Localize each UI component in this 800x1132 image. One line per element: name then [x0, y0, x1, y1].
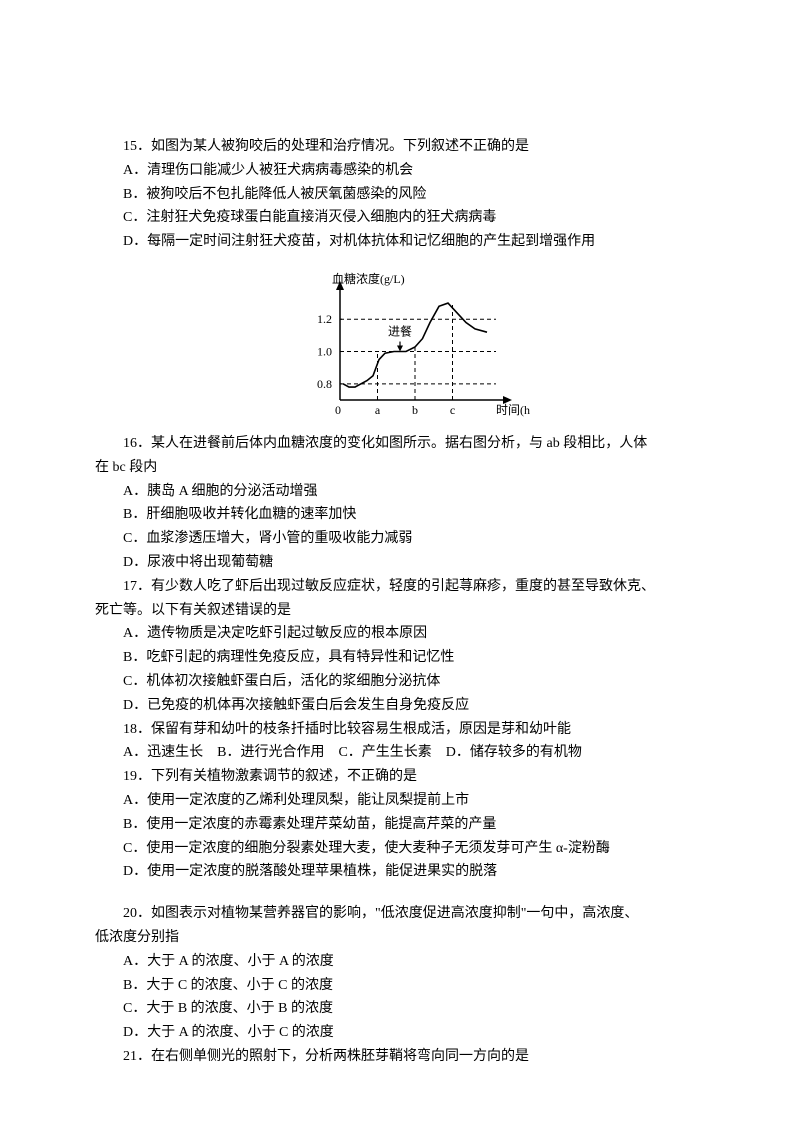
q15-stem: 15．如图为某人被狗咬后的处理和治疗情况。下列叙述不正确的是	[95, 135, 705, 159]
q20-stem-1: 20．如图表示对植物某营养器官的影响，"低浓度促进高浓度抑制"一句中，高浓度、	[95, 902, 705, 926]
q15-opt-c: C．注射狂犬免疫球蛋白能直接消灭侵入细胞内的狂犬病病毒	[95, 206, 705, 230]
q17-opt-d: D．已免疫的机体再次接触虾蛋白后会发生自身免疫反应	[95, 694, 705, 718]
q17-stem-2: 死亡等。以下有关叙述错误的是	[95, 599, 705, 623]
q20-opt-b: B．大于 C 的浓度、小于 C 的浓度	[95, 974, 705, 998]
svg-text:时间(h): 时间(h)	[496, 403, 530, 417]
q17-opt-b: B．吃虾引起的病理性免疫反应，具有特异性和记忆性	[95, 646, 705, 670]
q19-opt-a: A．使用一定浓度的乙烯利处理凤梨，能让凤梨提前上市	[95, 789, 705, 813]
q17-stem-1: 17．有少数人吃了虾后出现过敏反应症状，轻度的引起荨麻疹，重度的甚至导致休克、	[95, 575, 705, 599]
q15-opt-b: B．被狗咬后不包扎能降低人被厌氧菌感染的风险	[95, 183, 705, 207]
document-page: 15．如图为某人被狗咬后的处理和治疗情况。下列叙述不正确的是 A．清理伤口能减少…	[0, 0, 800, 1132]
q20-opt-c: C．大于 B 的浓度、小于 B 的浓度	[95, 997, 705, 1021]
q19-opt-d: D．使用一定浓度的脱落酸处理苹果植株，能促进果实的脱落	[95, 860, 705, 884]
q16-stem-2: 在 bc 段内	[95, 456, 705, 480]
q19-stem: 19．下列有关植物激素调节的叙述，不正确的是	[95, 765, 705, 789]
svg-text:b: b	[412, 403, 418, 417]
q18-opts: A．迅速生长 B．进行光合作用 C．产生生长素 D．储存较多的有机物	[95, 741, 705, 765]
q19-opt-c: C．使用一定浓度的细胞分裂素处理大麦，使大麦种子无须发芽可产生 α-淀粉酶	[95, 837, 705, 861]
chart-svg: 血糖浓度(g/L) 0.8 1.0 1.2 0 a b c 时间(h) 进餐	[270, 260, 530, 430]
svg-text:1.0: 1.0	[317, 345, 332, 359]
spacer	[95, 884, 705, 902]
q17-opt-a: A．遗传物质是决定吃虾引起过敏反应的根本原因	[95, 622, 705, 646]
q16-opt-a: A．胰岛 A 细胞的分泌活动增强	[95, 480, 705, 504]
q20-stem-2: 低浓度分别指	[95, 926, 705, 950]
svg-text:0: 0	[335, 403, 341, 417]
q17-opt-c: C．机体初次接触虾蛋白后，活化的浆细胞分泌抗体	[95, 670, 705, 694]
q20-opt-d: D．大于 A 的浓度、小于 C 的浓度	[95, 1021, 705, 1045]
svg-text:进餐: 进餐	[388, 324, 412, 339]
svg-text:c: c	[450, 403, 455, 417]
svg-text:1.2: 1.2	[317, 312, 332, 326]
q16-opt-b: B．肝细胞吸收并转化血糖的速率加快	[95, 503, 705, 527]
q16-stem-1: 16．某人在进餐前后体内血糖浓度的变化如图所示。据右图分析，与 ab 段相比，人…	[95, 432, 705, 456]
q15-opt-d: D．每隔一定时间注射狂犬疫苗，对机体抗体和记忆细胞的产生起到增强作用	[95, 230, 705, 254]
svg-text:0.8: 0.8	[317, 377, 332, 391]
svg-text:a: a	[375, 403, 381, 417]
q16-opt-c: C．血浆渗透压增大，肾小管的重吸收能力减弱	[95, 527, 705, 551]
q15-opt-a: A．清理伤口能减少人被狂犬病病毒感染的机会	[95, 159, 705, 183]
q19-opt-b: B．使用一定浓度的赤霉素处理芹菜幼苗，能提高芹菜的产量	[95, 813, 705, 837]
q21-stem: 21．在右侧单侧光的照射下，分析两株胚芽鞘将弯向同一方向的是	[95, 1045, 705, 1069]
q20-opt-a: A．大于 A 的浓度、小于 A 的浓度	[95, 950, 705, 974]
svg-text:血糖浓度(g/L): 血糖浓度(g/L)	[332, 271, 405, 286]
q16-opt-d: D．尿液中将出现葡萄糖	[95, 551, 705, 575]
blood-sugar-chart: 血糖浓度(g/L) 0.8 1.0 1.2 0 a b c 时间(h) 进餐	[95, 260, 705, 430]
q18-stem: 18．保留有芽和幼叶的枝条扦插时比较容易生根成活，原因是芽和幼叶能	[95, 718, 705, 742]
